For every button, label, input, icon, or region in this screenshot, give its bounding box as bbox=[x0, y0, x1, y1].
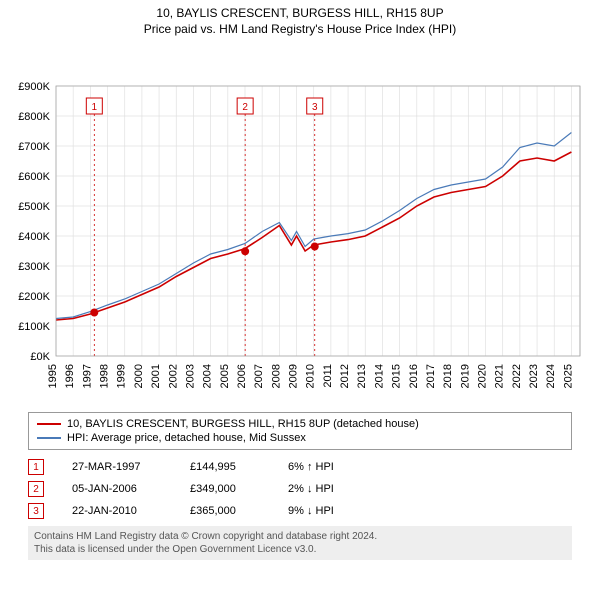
svg-text:£800K: £800K bbox=[18, 111, 50, 123]
tx-marker-1: 1 bbox=[28, 459, 44, 475]
legend: 10, BAYLIS CRESCENT, BURGESS HILL, RH15 … bbox=[28, 412, 572, 450]
svg-text:2023: 2023 bbox=[528, 364, 540, 388]
tx-price: £144,995 bbox=[190, 461, 260, 473]
svg-text:1996: 1996 bbox=[64, 364, 76, 388]
tx-price: £365,000 bbox=[190, 505, 260, 517]
tx-price: £349,000 bbox=[190, 483, 260, 495]
tx-hpi: 6% ↑ HPI bbox=[288, 461, 368, 473]
table-row: 1 27-MAR-1997 £144,995 6% ↑ HPI bbox=[28, 456, 572, 478]
svg-text:2024: 2024 bbox=[545, 364, 557, 388]
svg-text:£500K: £500K bbox=[18, 201, 50, 213]
legend-swatch-hpi bbox=[37, 437, 61, 439]
tx-marker-3: 3 bbox=[28, 503, 44, 519]
svg-text:2013: 2013 bbox=[356, 364, 368, 388]
svg-text:1998: 1998 bbox=[99, 364, 111, 388]
svg-text:1: 1 bbox=[92, 102, 98, 113]
svg-text:1997: 1997 bbox=[81, 364, 93, 388]
svg-text:£100K: £100K bbox=[18, 321, 50, 333]
svg-text:£0K: £0K bbox=[30, 351, 50, 363]
svg-text:2015: 2015 bbox=[391, 364, 403, 388]
svg-text:£300K: £300K bbox=[18, 261, 50, 273]
svg-text:2001: 2001 bbox=[150, 364, 162, 388]
svg-text:2017: 2017 bbox=[425, 364, 437, 388]
svg-text:£900K: £900K bbox=[18, 81, 50, 93]
svg-text:2004: 2004 bbox=[202, 364, 214, 388]
svg-text:1995: 1995 bbox=[47, 364, 59, 388]
legend-item-hpi: HPI: Average price, detached house, Mid … bbox=[37, 431, 563, 445]
footer-line1: Contains HM Land Registry data © Crown c… bbox=[34, 530, 566, 543]
svg-text:2019: 2019 bbox=[459, 364, 471, 388]
svg-text:£200K: £200K bbox=[18, 291, 50, 303]
svg-text:3: 3 bbox=[312, 102, 318, 113]
chart-titles: 10, BAYLIS CRESCENT, BURGESS HILL, RH15 … bbox=[0, 0, 600, 36]
svg-text:2014: 2014 bbox=[373, 364, 385, 388]
transaction-table: 1 27-MAR-1997 £144,995 6% ↑ HPI 2 05-JAN… bbox=[28, 456, 572, 522]
table-row: 2 05-JAN-2006 £349,000 2% ↓ HPI bbox=[28, 478, 572, 500]
svg-text:2010: 2010 bbox=[305, 364, 317, 388]
svg-text:2020: 2020 bbox=[477, 364, 489, 388]
tx-date: 22-JAN-2010 bbox=[72, 505, 162, 517]
legend-item-property: 10, BAYLIS CRESCENT, BURGESS HILL, RH15 … bbox=[37, 417, 563, 431]
tx-hpi: 2% ↓ HPI bbox=[288, 483, 368, 495]
svg-text:2003: 2003 bbox=[184, 364, 196, 388]
legend-swatch-property bbox=[37, 423, 61, 425]
svg-text:2005: 2005 bbox=[219, 364, 231, 388]
title-main: 10, BAYLIS CRESCENT, BURGESS HILL, RH15 … bbox=[0, 6, 600, 20]
price-chart: £0K £100K £200K £300K £400K £500K £600K £700K £8… bbox=[0, 36, 600, 406]
svg-text:2009: 2009 bbox=[288, 364, 300, 388]
tx-date: 05-JAN-2006 bbox=[72, 483, 162, 495]
svg-text:2011: 2011 bbox=[322, 364, 334, 388]
svg-text:2018: 2018 bbox=[442, 364, 454, 388]
svg-text:2012: 2012 bbox=[339, 364, 351, 388]
tx-date: 27-MAR-1997 bbox=[72, 461, 162, 473]
svg-text:2008: 2008 bbox=[270, 364, 282, 388]
footer-line2: This data is licensed under the Open Gov… bbox=[34, 543, 566, 556]
svg-text:2016: 2016 bbox=[408, 364, 420, 388]
footer-attribution: Contains HM Land Registry data © Crown c… bbox=[28, 526, 572, 560]
svg-text:£700K: £700K bbox=[18, 141, 50, 153]
svg-text:2000: 2000 bbox=[133, 364, 145, 388]
svg-text:£600K: £600K bbox=[18, 171, 50, 183]
svg-text:2025: 2025 bbox=[562, 364, 574, 388]
svg-text:1999: 1999 bbox=[116, 364, 128, 388]
chart-container: 10, BAYLIS CRESCENT, BURGESS HILL, RH15 … bbox=[0, 0, 600, 560]
svg-text:2002: 2002 bbox=[167, 364, 179, 388]
table-row: 3 22-JAN-2010 £365,000 9% ↓ HPI bbox=[28, 500, 572, 522]
svg-text:2007: 2007 bbox=[253, 364, 265, 388]
tx-marker-2: 2 bbox=[28, 481, 44, 497]
legend-label-hpi: HPI: Average price, detached house, Mid … bbox=[67, 432, 306, 444]
svg-text:£400K: £400K bbox=[18, 231, 50, 243]
svg-text:2: 2 bbox=[242, 102, 248, 113]
svg-text:2022: 2022 bbox=[511, 364, 523, 388]
title-sub: Price paid vs. HM Land Registry's House … bbox=[0, 22, 600, 36]
legend-label-property: 10, BAYLIS CRESCENT, BURGESS HILL, RH15 … bbox=[67, 418, 419, 430]
tx-hpi: 9% ↓ HPI bbox=[288, 505, 368, 517]
svg-text:2021: 2021 bbox=[494, 364, 506, 388]
svg-text:2006: 2006 bbox=[236, 364, 248, 388]
